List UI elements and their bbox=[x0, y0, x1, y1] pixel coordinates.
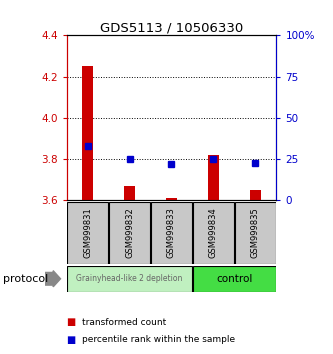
Bar bbox=[193, 266, 276, 292]
Bar bbox=[124, 185, 136, 200]
Bar bbox=[151, 202, 192, 264]
Text: percentile rank within the sample: percentile rank within the sample bbox=[82, 335, 235, 344]
Bar bbox=[235, 202, 276, 264]
Text: GSM999834: GSM999834 bbox=[209, 207, 218, 258]
Bar bbox=[67, 266, 192, 292]
Bar bbox=[193, 202, 234, 264]
Text: GSM999835: GSM999835 bbox=[251, 207, 260, 258]
Text: transformed count: transformed count bbox=[82, 318, 166, 327]
Text: control: control bbox=[216, 274, 253, 284]
Bar bbox=[109, 202, 150, 264]
Bar bbox=[82, 66, 94, 200]
Bar bbox=[67, 202, 108, 264]
Text: GSM999831: GSM999831 bbox=[83, 207, 92, 258]
Title: GDS5113 / 10506330: GDS5113 / 10506330 bbox=[100, 21, 243, 34]
Text: ■: ■ bbox=[67, 317, 76, 327]
Text: Grainyhead-like 2 depletion: Grainyhead-like 2 depletion bbox=[76, 274, 183, 283]
Bar bbox=[249, 190, 261, 200]
Text: GSM999833: GSM999833 bbox=[167, 207, 176, 258]
Text: protocol: protocol bbox=[3, 274, 49, 284]
Bar bbox=[207, 155, 219, 200]
Bar bbox=[166, 198, 177, 200]
Text: ■: ■ bbox=[67, 335, 76, 345]
Text: GSM999832: GSM999832 bbox=[125, 207, 134, 258]
FancyArrow shape bbox=[45, 271, 61, 287]
